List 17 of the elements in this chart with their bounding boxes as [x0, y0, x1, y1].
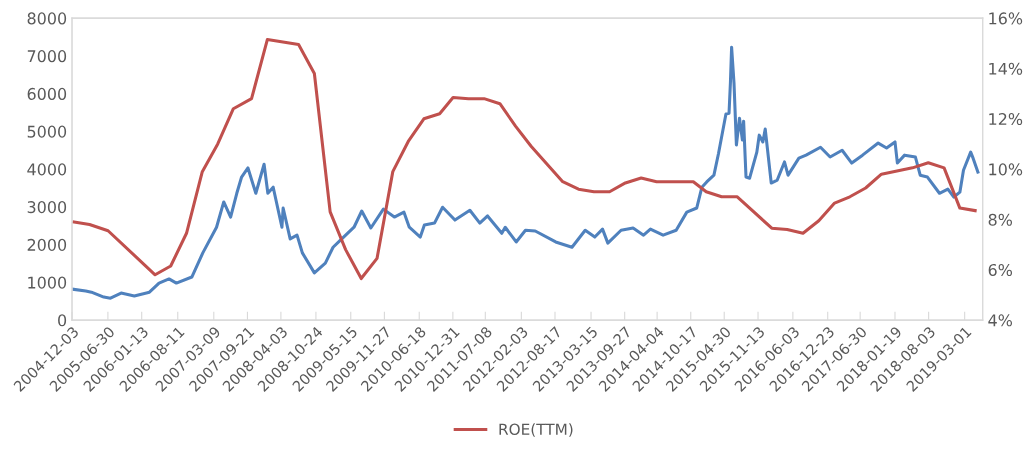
- y-tick-label: 0: [58, 314, 67, 327]
- y-tick-label: 4000: [27, 163, 67, 176]
- y-tick-label: 2000: [27, 238, 67, 251]
- y2-tick-label: 14%: [989, 62, 1023, 75]
- y2-tick-label: 8%: [988, 213, 1013, 226]
- y-tick-label: 7000: [27, 50, 67, 63]
- legend-label: ROE(TTM): [499, 423, 573, 437]
- y2-tick-label: 12%: [989, 113, 1023, 126]
- y-tick-label: 3000: [27, 201, 67, 214]
- y-tick-label: 1000: [28, 276, 67, 289]
- y2-tick-label: 16%: [989, 12, 1023, 25]
- y2-tick-label: 6%: [988, 263, 1013, 277]
- y2-tick-label: 10%: [989, 163, 1023, 176]
- y-tick-label: 6000: [27, 87, 67, 100]
- y2-tick-label: 4%: [988, 314, 1013, 327]
- y-tick-label: 8000: [27, 12, 67, 25]
- y-tick-label: 5000: [27, 125, 67, 138]
